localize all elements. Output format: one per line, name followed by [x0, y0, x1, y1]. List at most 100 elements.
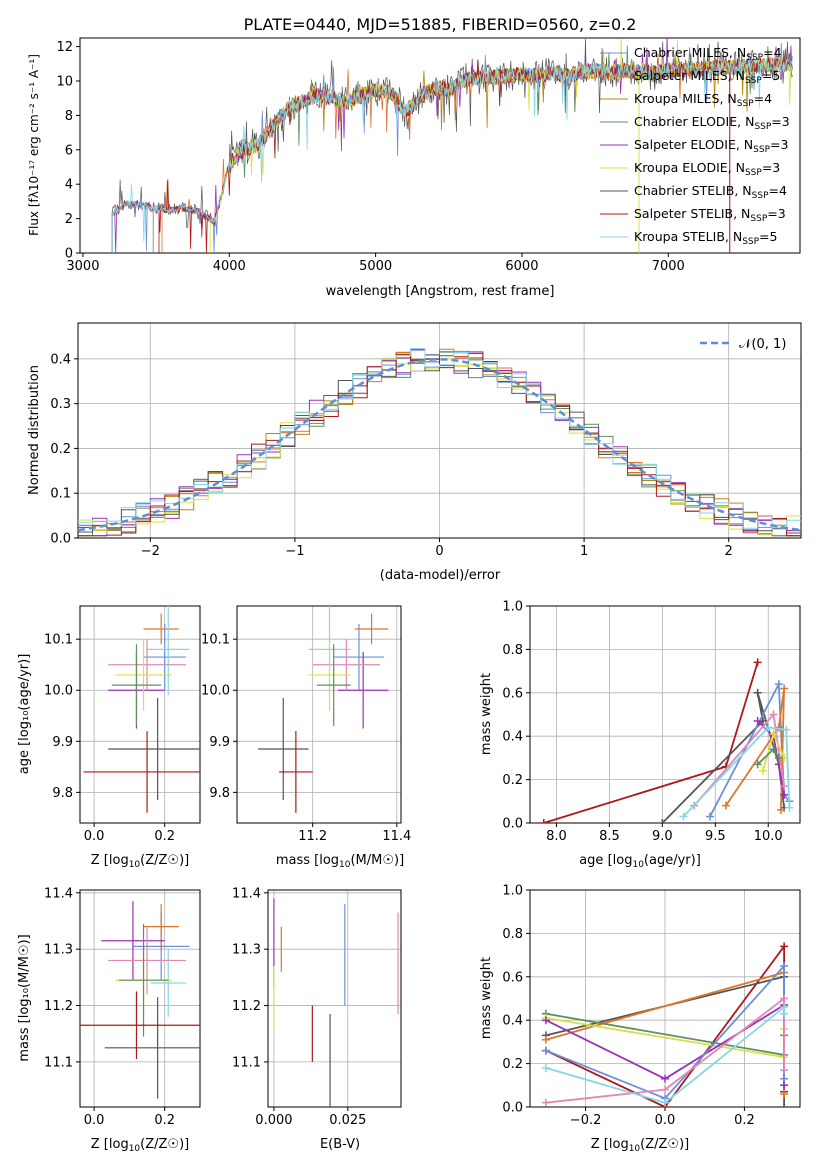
age_vs_Z-xtick-label: 0.0	[84, 829, 105, 844]
residuals-xlabel: (data-model)/error	[380, 568, 501, 583]
weight_vs_age-ytick-label: 1.0	[502, 600, 523, 615]
weight_vs_age-point-marker	[658, 819, 667, 823]
age-z-ylabel: age [log₁₀(age/yr)]	[17, 654, 32, 775]
weight_vs_age-series-line	[543, 662, 759, 823]
spectrum-ylabel: Flux [fλ10⁻¹⁷ erg cm⁻² s⁻¹ A⁻¹]	[27, 54, 41, 236]
age_vs_mass-errorbar-point	[258, 697, 309, 801]
age_vs_mass-errorbar-point	[354, 613, 389, 645]
histogram-series	[78, 348, 801, 530]
weight_vs_age-ytick-label: 0.2	[502, 773, 523, 788]
age_vs_mass-errorbar-point	[337, 651, 389, 729]
mass_vs_ebv-ytick-label: 11.3	[232, 943, 261, 958]
weight_vs_Z-point-marker	[780, 942, 789, 951]
weight_vs_Z-point-marker	[780, 1009, 789, 1018]
spectrum-ytick-label: 6	[65, 143, 73, 158]
residuals-xtick-label: 2	[725, 544, 733, 559]
weight_vs_age-ytick-label: 0.6	[502, 686, 523, 701]
weight_vs_Z-point-marker	[780, 1066, 789, 1075]
age_vs_Z-ytick-label: 9.8	[52, 786, 73, 801]
weight_vs_age-ytick-label: 0.4	[502, 730, 523, 745]
weight_vs_age-point-marker	[780, 684, 789, 693]
normal-reference-curve	[78, 358, 801, 532]
residuals-ytick-label: 0.1	[50, 487, 71, 502]
mass_vs_Z-errorbar-point	[80, 991, 200, 1060]
spectrum-ytick-label: 0	[65, 247, 73, 262]
mass_vs_Z-xtick-label: 0.2	[154, 1113, 175, 1128]
spectrum-xtick-label: 4000	[213, 259, 246, 274]
legend-entry: Salpeter MILES, NSSP=5	[634, 68, 780, 86]
weight_vs_Z-point-marker	[541, 1063, 550, 1072]
weight-age-ylabel: mass weight	[479, 673, 494, 755]
spectrum-xtick-label: 3000	[66, 259, 99, 274]
age_vs_Z-frame	[79, 605, 201, 824]
age_vs_mass-ytick-label: 10.1	[201, 633, 230, 648]
weight_vs_age-point-marker	[774, 680, 783, 689]
mass_vs_ebv-xtick-label: 0.000	[255, 1113, 292, 1128]
mass-z-xlabel: Z [log10(Z/Z☉)]	[91, 1137, 189, 1154]
spectrum-ytick-label: 10	[56, 75, 73, 90]
weight_vs_age-axes: 8.0 8.5 9.0 9.5 10.0 0.0 0.2 0.4 0.6 0.8 1.0	[502, 600, 801, 844]
weight-age-xlabel: age [log10(age/yr)]	[579, 853, 701, 870]
weight_vs_age-series-line	[709, 680, 791, 817]
weight_vs_age-frame	[529, 605, 801, 824]
age_vs_mass-ytick-label: 9.9	[209, 735, 230, 750]
legend-entry: Salpeter STELIB, NSSP=3	[634, 206, 786, 224]
weight_vs_age-xtick-label: 9.5	[705, 829, 726, 844]
age_vs_mass-errorbar-point	[279, 731, 313, 813]
age_vs_Z-errorbar-point	[83, 731, 200, 813]
spectrum-series-line	[158, 56, 793, 253]
weight_vs_Z-ytick-label: 0.0	[502, 1101, 523, 1116]
legend-entry: Kroupa STELIB, NSSP=5	[634, 229, 778, 247]
weight_vs_age-point-marker	[769, 710, 778, 719]
weight_vs_Z-ytick-label: 1.0	[502, 884, 523, 899]
mass_vs_Z-errorbar-point	[150, 949, 186, 1017]
weight_vs_Z-ytick-label: 0.4	[502, 1014, 523, 1029]
weight_vs_age-point-marker	[764, 723, 773, 732]
legend-entry: Kroupa ELODIE, NSSP=3	[634, 160, 780, 178]
mass_vs_Z-ytick-label: 11.2	[44, 999, 73, 1014]
weight_vs_age-point-marker	[782, 725, 791, 734]
age-mass-xlabel: mass [log10(M/M☉)]	[276, 853, 404, 870]
legend-entry: Chabrier STELIB, NSSP=4	[634, 183, 787, 201]
age_vs_Z-errorbar-point	[143, 613, 179, 645]
legend-normal-label: 𝒩(0, 1)	[739, 337, 786, 352]
mass_vs_ebv-xtick-label: 0.025	[329, 1113, 366, 1128]
residuals-ylabel: Normed distribution	[27, 365, 42, 495]
residuals-xtick-label: −1	[285, 544, 304, 559]
weight_vs_age-point-marker	[758, 766, 767, 775]
weight_vs_Z-point-marker	[661, 1074, 669, 1083]
spectrum-ytick-label: 4	[65, 178, 73, 193]
spectrum-ytick-label: 12	[56, 40, 73, 55]
weight_vs_age-xtick-label: 10.0	[754, 829, 783, 844]
weight_vs_age-series-line	[725, 688, 785, 811]
legend-entry: Chabrier ELODIE, NSSP=3	[634, 114, 790, 132]
mass_vs_Z-errorbar-point	[104, 997, 200, 1099]
weight_vs_Z-series-line	[545, 996, 785, 1104]
age_vs_Z-errorbar-point	[108, 697, 200, 801]
spectrum-frame	[79, 37, 801, 254]
legend-entry: Kroupa MILES, NSSP=4	[634, 91, 772, 109]
weight_vs_age-point-marker	[780, 790, 789, 799]
weight_vs_Z-point-marker	[661, 1085, 669, 1094]
age_vs_Z-errorbar-point	[108, 639, 186, 691]
mass_vs_ebv-ytick-label: 11.4	[232, 886, 261, 901]
weight_vs_Z-point-marker	[780, 1103, 789, 1107]
age-z-xlabel: Z [log10(Z/Z☉)]	[91, 853, 189, 870]
age_vs_mass-ytick-label: 10.0	[201, 684, 230, 699]
mass_vs_Z-ytick-label: 11.3	[44, 943, 73, 958]
weight_vs_age-point-marker	[776, 805, 785, 814]
spectrum-series-line	[111, 56, 794, 253]
age_vs_mass-frame	[236, 605, 402, 824]
weight-z-ylabel: mass weight	[479, 957, 494, 1039]
weight_vs_age-point-marker	[753, 760, 762, 769]
age_vs_mass-xtick-label: 11.2	[298, 829, 327, 844]
age_vs_Z-errorbar-point	[111, 644, 162, 726]
age_vs_Z-xtick-label: 0.2	[154, 829, 175, 844]
age_vs_Z-errorbar-point	[115, 639, 172, 711]
mass_vs_Z-errorbar-point	[143, 904, 179, 950]
weight_vs_age-xtick-label: 8.0	[546, 829, 567, 844]
weight_vs_age-point-marker	[721, 801, 730, 810]
residuals-xtick-label: 0	[435, 544, 443, 559]
